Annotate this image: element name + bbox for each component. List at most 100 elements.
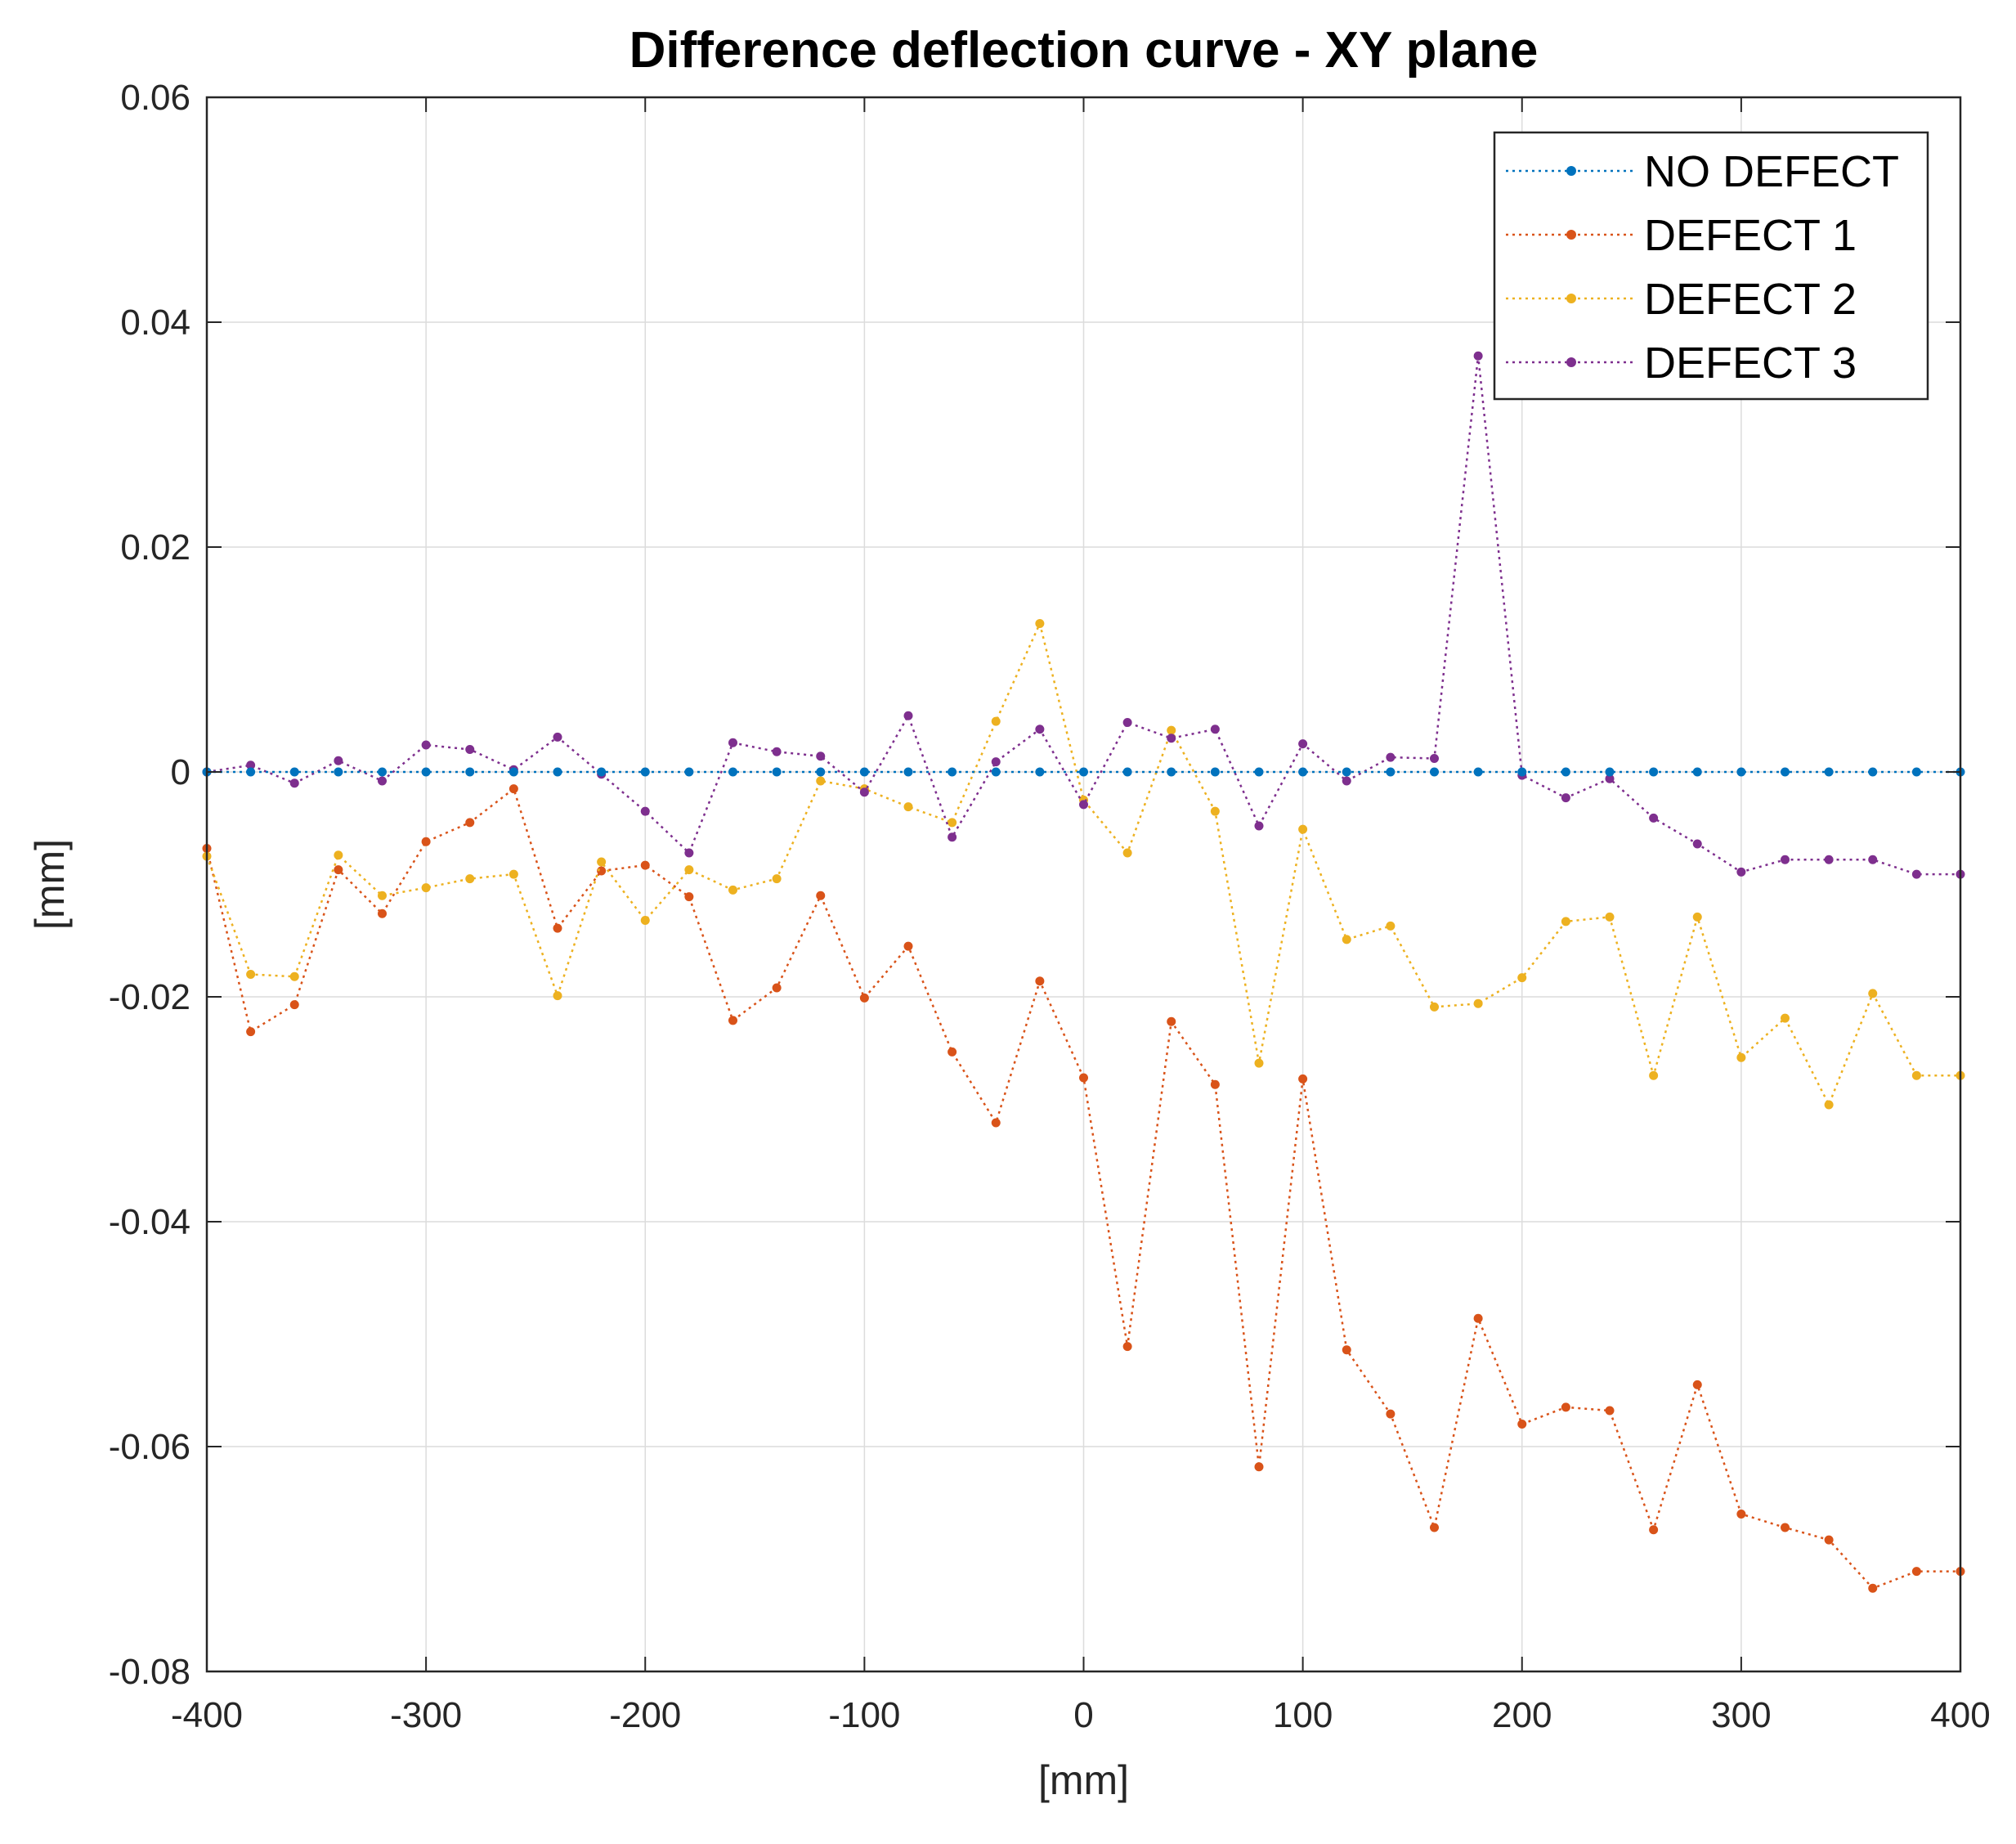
data-point-no-defect [1736,767,1746,777]
data-point-no-defect [1079,767,1088,777]
data-point-defect-3 [903,711,913,720]
data-point-defect-1 [816,891,826,900]
data-point-defect-1 [1911,1567,1921,1577]
data-point-no-defect [816,767,826,777]
data-point-defect-3 [1692,839,1702,849]
y-tick-label: -0.02 [109,977,190,1017]
x-tick-label: 300 [1711,1695,1771,1735]
legend-swatch-marker-no-defect [1566,166,1576,176]
data-point-defect-2 [1210,806,1220,816]
data-point-defect-3 [816,752,826,761]
data-point-defect-3 [289,778,299,788]
data-point-defect-2 [508,869,518,879]
data-point-defect-3 [1035,725,1045,734]
data-point-defect-3 [1298,739,1308,749]
data-point-defect-1 [1122,1342,1132,1352]
data-point-defect-3 [1561,793,1570,803]
data-point-defect-2 [465,874,475,884]
data-point-no-defect [1473,767,1483,777]
data-point-no-defect [728,767,737,777]
data-point-defect-3 [1736,867,1746,877]
data-point-defect-1 [1605,1406,1615,1416]
data-point-defect-3 [465,745,475,754]
data-point-no-defect [1649,767,1659,777]
x-tick-label: -300 [390,1695,462,1735]
data-point-defect-3 [1649,813,1659,823]
data-point-defect-1 [948,1047,957,1057]
data-point-defect-2 [728,885,737,895]
data-point-defect-3 [991,757,1001,767]
data-point-defect-3 [859,787,869,797]
data-point-no-defect [1824,767,1834,777]
data-point-defect-1 [378,909,387,918]
data-point-defect-1 [508,784,518,794]
data-point-defect-3 [1868,855,1878,864]
data-point-defect-2 [903,802,913,812]
legend: NO DEFECT DEFECT 1 DEFECT 2 DEFECT 3 [1493,131,1929,401]
legend-swatch-marker-defect-2 [1566,294,1576,303]
data-point-defect-1 [1473,1313,1483,1323]
data-point-defect-2 [1167,725,1176,735]
data-point-defect-2 [378,891,387,900]
data-point-no-defect [508,767,518,777]
data-point-defect-2 [1781,1013,1790,1023]
data-point-defect-1 [1824,1535,1834,1545]
data-point-no-defect [334,767,343,777]
data-point-no-defect [948,767,957,777]
data-point-defect-3 [553,732,562,742]
data-point-no-defect [1911,767,1921,777]
data-point-defect-1 [597,866,607,876]
legend-label-defect-3: DEFECT 3 [1644,339,1857,388]
data-point-defect-2 [421,883,431,893]
data-point-defect-1 [991,1118,1001,1128]
data-point-defect-3 [246,760,256,770]
data-point-defect-3 [684,848,694,858]
data-point-defect-1 [684,892,694,902]
data-point-no-defect [1210,767,1220,777]
data-point-defect-2 [289,971,299,981]
data-point-defect-1 [728,1016,737,1025]
x-axis-label: [mm] [1038,1757,1129,1803]
data-point-defect-1 [1517,1420,1527,1429]
data-point-no-defect [465,767,475,777]
legend-label-defect-1: DEFECT 1 [1644,211,1857,260]
data-point-no-defect [1386,767,1396,777]
data-point-defect-3 [1122,718,1132,727]
data-point-defect-2 [553,991,562,1001]
data-point-defect-3 [1473,351,1483,361]
data-point-defect-2 [1517,973,1527,983]
data-point-defect-2 [1035,619,1045,628]
data-point-defect-1 [1342,1345,1351,1355]
data-point-no-defect [640,767,650,777]
legend-label-no-defect: NO DEFECT [1644,147,1899,196]
x-tick-label: -200 [609,1695,681,1735]
data-point-defect-1 [1298,1074,1308,1084]
data-point-defect-1 [1079,1073,1088,1083]
legend-swatch-marker-defect-1 [1566,230,1576,240]
data-point-no-defect [553,767,562,777]
data-point-defect-2 [991,716,1001,726]
data-point-defect-2 [1342,935,1351,944]
data-point-no-defect [1122,767,1132,777]
data-point-defect-2 [1473,998,1483,1008]
data-point-no-defect [1298,767,1308,777]
data-point-defect-3 [1386,752,1396,762]
data-point-defect-1 [1692,1380,1702,1389]
data-point-defect-3 [772,747,782,756]
x-tick-label: 100 [1273,1695,1333,1735]
data-point-no-defect [1517,767,1527,777]
data-point-defect-1 [772,983,782,993]
data-point-defect-3 [1605,774,1615,783]
data-point-defect-2 [1561,917,1570,926]
data-point-defect-1 [1736,1510,1746,1519]
data-point-defect-1 [1649,1525,1659,1535]
data-point-defect-1 [465,818,475,828]
series-line-defect-3 [206,356,1960,876]
axis-ticks: -400 -300 -200 -100 0 100 200 300 400 -0.08 -0.06 -… [109,78,1991,1735]
data-point-defect-2 [1430,1002,1439,1012]
data-point-defect-1 [1210,1079,1220,1089]
data-point-defect-2 [1868,989,1878,998]
y-tick-label: 0.02 [120,527,190,568]
data-point-no-defect [903,767,913,777]
